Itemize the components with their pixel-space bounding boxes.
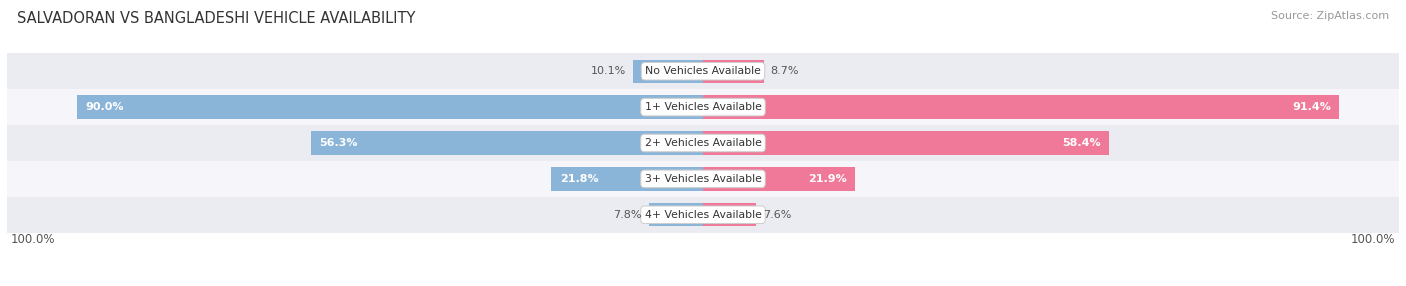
Bar: [703, 167, 855, 190]
Bar: [311, 131, 703, 155]
Text: No Vehicles Available: No Vehicles Available: [645, 66, 761, 76]
Bar: [7, 53, 1399, 89]
Text: 90.0%: 90.0%: [84, 102, 124, 112]
Text: 10.1%: 10.1%: [591, 66, 626, 76]
Text: 58.4%: 58.4%: [1063, 138, 1101, 148]
Text: 4+ Vehicles Available: 4+ Vehicles Available: [644, 210, 762, 220]
Bar: [7, 197, 1399, 233]
Text: 100.0%: 100.0%: [10, 233, 55, 247]
Text: 56.3%: 56.3%: [319, 138, 359, 148]
Bar: [703, 96, 1339, 119]
Text: SALVADORAN VS BANGLADESHI VEHICLE AVAILABILITY: SALVADORAN VS BANGLADESHI VEHICLE AVAILA…: [17, 11, 415, 26]
Bar: [648, 203, 703, 227]
Text: 7.8%: 7.8%: [613, 210, 641, 220]
Bar: [703, 203, 756, 227]
Bar: [551, 167, 703, 190]
Bar: [633, 59, 703, 83]
Text: 21.8%: 21.8%: [560, 174, 599, 184]
Text: 1+ Vehicles Available: 1+ Vehicles Available: [644, 102, 762, 112]
Bar: [7, 125, 1399, 161]
Text: 91.4%: 91.4%: [1292, 102, 1330, 112]
Bar: [703, 131, 1109, 155]
Text: 7.6%: 7.6%: [763, 210, 792, 220]
Bar: [703, 59, 763, 83]
Text: 2+ Vehicles Available: 2+ Vehicles Available: [644, 138, 762, 148]
Text: 3+ Vehicles Available: 3+ Vehicles Available: [644, 174, 762, 184]
Text: 100.0%: 100.0%: [1351, 233, 1396, 247]
Text: 8.7%: 8.7%: [770, 66, 799, 76]
Bar: [7, 89, 1399, 125]
Text: Source: ZipAtlas.com: Source: ZipAtlas.com: [1271, 11, 1389, 21]
Legend: Salvadoran, Bangladeshi: Salvadoran, Bangladeshi: [589, 282, 817, 286]
Text: 21.9%: 21.9%: [808, 174, 846, 184]
Bar: [7, 161, 1399, 197]
Bar: [76, 96, 703, 119]
